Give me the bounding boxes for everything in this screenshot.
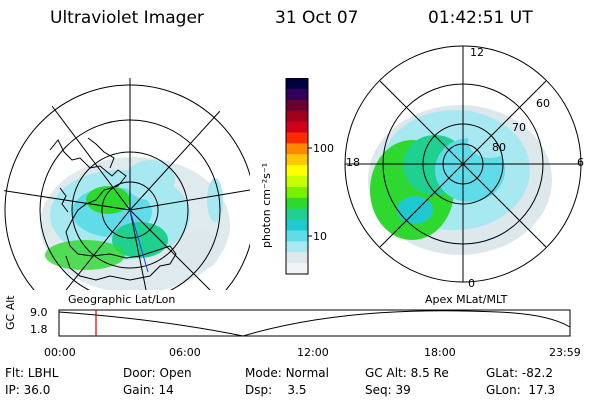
mlat-label-80: 80 [492, 141, 506, 154]
dsp-value: 3.5 [287, 383, 307, 397]
ip-label: IP: [5, 383, 20, 397]
colorbar-segment [286, 132, 308, 144]
filter-label: Flt: [5, 366, 24, 380]
glat-readout: GLat: -82.2 [486, 366, 553, 380]
timeline-tick-0000: 00:00 [44, 346, 76, 359]
colorbar-tick-100: 100 [313, 142, 334, 155]
timeline-tick-1200: 12:00 [297, 346, 329, 359]
timeline-tick-2359: 23:59 [549, 346, 581, 359]
magnetic-map [344, 45, 582, 283]
door-label: Door: [123, 366, 156, 380]
meridian-marker [129, 209, 149, 273]
gcalt-label: GC Alt: [365, 366, 407, 380]
dsp-label: Dsp: [245, 383, 273, 397]
glat-label: GLat: [486, 366, 519, 380]
colorbar-segment [286, 219, 308, 231]
mlt-label-18: 18 [346, 156, 360, 169]
colorbar-segment [286, 78, 308, 90]
colorbar-label: photon cm⁻²s⁻¹ [262, 163, 273, 248]
glon-value: 17.3 [528, 383, 556, 397]
seq-label: Seq: [365, 383, 392, 397]
colorbar-segment [286, 154, 308, 166]
colorbar-segment [286, 263, 308, 275]
colorbar-segment [286, 208, 308, 221]
right-map-caption: Apex MLat/MLT [425, 293, 508, 306]
dsp-readout: Dsp: 3.5 [245, 383, 307, 397]
colorbar-segment [286, 110, 308, 123]
coastlines [49, 137, 177, 281]
colorbar-segment [286, 230, 308, 242]
timeline-tick-0600: 06:00 [169, 346, 201, 359]
mode-value: Normal [285, 366, 329, 380]
gain-readout: Gain: 14 [123, 383, 174, 397]
app-title: Ultraviolet Imager [50, 8, 204, 28]
seq-value: 39 [395, 383, 411, 397]
door-readout: Door: Open [123, 366, 192, 380]
gain-label: Gain: [123, 383, 155, 397]
colorbar-segment [286, 252, 308, 264]
colorbar-tick-10: 10 [313, 230, 327, 243]
colorbar: photon cm⁻²s⁻¹ [262, 78, 312, 275]
aurora-emission [40, 157, 230, 290]
left-map-caption: Geographic Lat/Lon [68, 293, 176, 306]
colorbar-segment [286, 176, 308, 188]
header-time: 01:42:51 UT [428, 8, 533, 28]
timeline-ylabel: GC Alt [4, 295, 17, 330]
glon-readout: GLon: 17.3 [486, 383, 555, 397]
colorbar-segment [286, 241, 308, 253]
mlt-label-0: 0 [468, 277, 475, 290]
mlt-label-6: 6 [577, 156, 584, 169]
ip-readout: IP: 36.0 [5, 383, 50, 397]
door-value: Open [159, 366, 192, 380]
header-date: 31 Oct 07 [275, 8, 359, 28]
gain-value: 14 [158, 383, 174, 397]
timeline-plot [58, 309, 571, 337]
colorbar-segment [286, 88, 308, 101]
gcalt-readout: GC Alt: 8.5 Re [365, 366, 449, 380]
filter-readout: Flt: LBHL [5, 366, 58, 380]
colorbar-segment [286, 143, 308, 155]
mlt-label-12: 12 [470, 46, 484, 59]
colorbar-gradient [286, 78, 308, 275]
filter-value: LBHL [27, 366, 59, 380]
seq-readout: Seq: 39 [365, 383, 411, 397]
altitude-curve [58, 310, 571, 337]
mode-readout: Mode: Normal [245, 366, 329, 380]
mode-label: Mode: [245, 366, 282, 380]
aurora-oval [368, 105, 552, 255]
gcalt-value: 8.5 Re [410, 366, 449, 380]
mlat-mlt-grid [344, 45, 582, 283]
glat-value: -82.2 [521, 366, 553, 380]
timeline-tick-1800: 18:00 [424, 346, 456, 359]
colorbar-segment [286, 165, 308, 177]
colorbar-segment [286, 121, 308, 133]
mlat-label-60: 60 [536, 97, 550, 110]
colorbar-segment [286, 186, 308, 199]
colorbar-segment [286, 99, 308, 112]
ip-value: 36.0 [23, 383, 51, 397]
timeline-ymax: 9.0 [30, 306, 48, 319]
mlat-label-70: 70 [512, 121, 526, 134]
geographic-map [3, 78, 250, 290]
timeline-ymin: 1.8 [30, 323, 48, 336]
colorbar-segment [286, 197, 308, 210]
glon-label: GLon: [486, 383, 521, 397]
